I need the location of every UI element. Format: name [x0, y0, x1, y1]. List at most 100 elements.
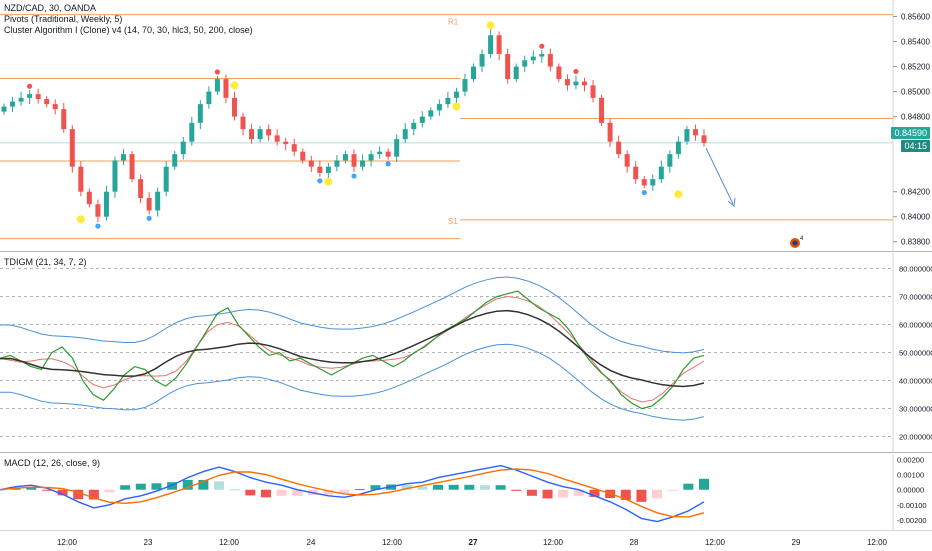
candle-body [103, 191, 109, 217]
candle-body [69, 129, 75, 167]
time-axis-label: 27 [469, 538, 478, 547]
candle-body [86, 191, 92, 205]
candle-body [411, 122, 417, 130]
macd-histogram-bar [73, 489, 84, 500]
candle-body [274, 135, 280, 142]
price-axis-label: 0.84200 [901, 188, 930, 197]
cluster-highlight [674, 190, 683, 199]
macd-signal-line [0, 468, 705, 518]
tdi-chart[interactable]: 80.000000 70.000000 60.000000 50.000000 40.0… [0, 253, 932, 453]
macd-pane[interactable]: 0.00200 0.00100 0.00000 -0.00100 -0.00200 MA… [0, 454, 932, 530]
tdi-pane[interactable]: 80.000000 70.000000 60.000000 50.000000 40.0… [0, 253, 932, 453]
time-axis-label: 12:00 [867, 538, 888, 547]
macd-axis-label: 0.00100 [897, 471, 924, 480]
alert-badge-count: 4 [800, 236, 804, 242]
macd-histogram-bar [10, 488, 21, 490]
projection-arrow-line [705, 147, 734, 205]
macd-histogram-bar [339, 489, 350, 494]
candle-body [112, 160, 118, 192]
cluster-highlight [452, 102, 461, 111]
macd-histogram-bar [433, 484, 444, 490]
price-pane[interactable]: 0.85600 0.85400 0.85200 0.85000 0.84800 0.842… [0, 0, 932, 252]
price-axis-label: 0.85000 [901, 88, 930, 97]
time-axis[interactable]: 12:00 23 12:00 24 12:00 27 12:00 28 12:00 29 12:00 [0, 530, 932, 551]
candle-body [351, 154, 357, 167]
price-axis-label: 0.83800 [901, 238, 930, 247]
macd-histogram-bar [464, 484, 475, 490]
candle-body [180, 141, 186, 155]
macd-histogram-bar [41, 489, 52, 491]
macd-histogram-bar [620, 489, 631, 500]
pivot-s1-label: S1 [448, 217, 458, 226]
macd-histogram-bar [354, 488, 365, 490]
candle-body [78, 166, 84, 192]
candle-body [1, 106, 7, 112]
candle-body [146, 197, 152, 211]
candle-body [121, 154, 127, 161]
candle-body [607, 122, 613, 142]
time-axis-label: 12:00 [382, 538, 403, 547]
candle-body [564, 79, 570, 86]
macd-histogram-bar [542, 489, 553, 499]
candle-body [692, 129, 698, 136]
time-axis-label: 23 [144, 538, 153, 547]
price-legend: NZD/CAD, 30, OANDA Pivots (Traditional, … [4, 3, 253, 36]
candle-body [27, 94, 33, 98]
price-axis-label: 0.84800 [901, 113, 930, 122]
current-price-tag: 0.84590 [891, 127, 930, 139]
macd-histogram-bar [558, 489, 569, 498]
candle-body [308, 160, 314, 167]
tdi-axis-label: 70.000000 [899, 293, 932, 302]
macd-histogram-bar [26, 487, 37, 490]
macd-histogram-bar [511, 489, 522, 491]
tdi-price-line [0, 290, 705, 410]
macd-histogram-bar [276, 489, 287, 496]
candle-body [61, 109, 67, 130]
tdi-axis-label: 60.000000 [899, 321, 932, 330]
candle-body [266, 129, 272, 136]
buy-signal-dot [385, 161, 391, 167]
time-axis-label: 24 [307, 538, 316, 547]
cluster-indicator-label[interactable]: Cluster Algorithm I (Clone) v4 (14, 70, … [4, 25, 253, 35]
macd-histogram-bar [573, 489, 584, 496]
candle-body [513, 66, 519, 80]
macd-histogram-bar [88, 489, 99, 500]
candle-body [462, 79, 468, 92]
macd-line [0, 464, 705, 523]
macd-histogram-bar [151, 483, 162, 490]
macd-histogram-bar [652, 489, 663, 499]
candle-body [155, 191, 161, 211]
sell-signal-dot [27, 83, 33, 89]
candle-body [138, 179, 144, 198]
candle-body [650, 179, 656, 186]
buy-signal-dot [351, 173, 357, 179]
macd-histogram-bar [167, 482, 178, 490]
candle-body [539, 54, 545, 57]
tdi-base-line [0, 309, 705, 388]
tdi-axis-label: 80.000000 [899, 265, 932, 274]
macd-chart[interactable]: 0.00200 0.00100 0.00000 -0.00100 -0.00200 [0, 454, 932, 530]
macd-histogram-bar [370, 485, 381, 490]
tdi-lower-band [0, 343, 705, 421]
candle-body [163, 166, 169, 192]
candle-body [291, 144, 297, 152]
tdi-signal-line [0, 296, 705, 403]
candle-body [633, 166, 639, 180]
candle-body [701, 135, 707, 143]
buy-signal-dot [641, 189, 647, 196]
candle-body [573, 81, 579, 86]
candle-body [52, 104, 58, 110]
macd-histogram-bar [683, 483, 694, 490]
cluster-highlight [324, 177, 333, 186]
tdi-legend[interactable]: TDIGM (21, 34, 7, 2) [4, 257, 87, 267]
pivots-indicator-label[interactable]: Pivots (Traditional, Weekly, 5) [4, 14, 123, 24]
candle-body [35, 94, 41, 100]
symbol-title: NZD/CAD, 30, OANDA [4, 3, 97, 13]
candle-body [667, 154, 673, 167]
candle-body [360, 160, 366, 167]
price-chart[interactable]: 0.85600 0.85400 0.85200 0.85000 0.84800 0.842… [0, 0, 932, 252]
candle-body [342, 154, 348, 161]
alert-badge-icon-inner [792, 240, 798, 246]
candle-body [18, 97, 24, 102]
macd-legend[interactable]: MACD (12, 26, close, 9) [4, 458, 101, 468]
